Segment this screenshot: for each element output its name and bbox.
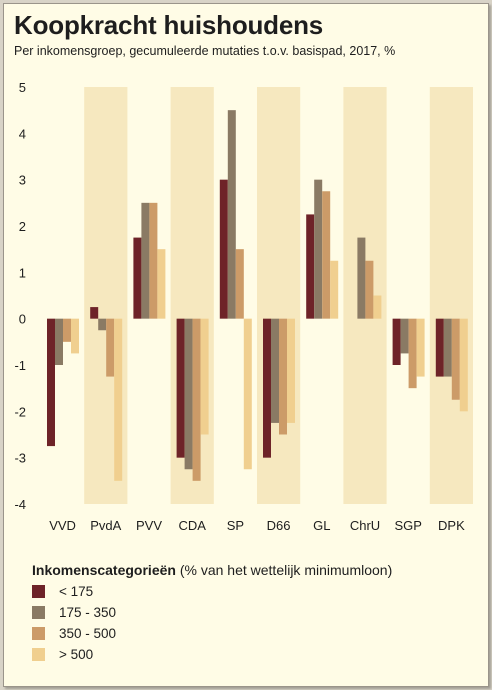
bar-dpk-1 — [435, 318, 444, 377]
x-category-label: PVV — [136, 518, 162, 533]
x-category-label: VVD — [49, 518, 76, 533]
bar-gl-1 — [306, 214, 315, 319]
bar-pvda-1 — [90, 307, 99, 319]
y-tick-label: 3 — [19, 173, 26, 188]
bar-gl-2 — [314, 179, 323, 319]
legend-item-4: > 500 — [32, 647, 93, 662]
bar-sp-2 — [227, 110, 236, 319]
bar-vvd-1 — [47, 318, 55, 447]
bar-vvd-4 — [71, 318, 79, 354]
x-category-label: CDA — [178, 518, 206, 533]
x-category-label: GL — [313, 518, 330, 533]
bar-chart: 5 4 3 2 1 0 -1 -2 -3 -4 VVD PvdA PVV CDA SP D66 GL ChrU SG… — [14, 80, 473, 533]
legend-label-2: 175 - 350 — [59, 605, 117, 620]
bar-sgp-2 — [400, 318, 409, 354]
legend-item-2: 175 - 350 — [32, 605, 116, 620]
y-tick-label: 2 — [19, 219, 26, 234]
x-category-label: D66 — [267, 518, 291, 533]
legend-label-4: > 500 — [59, 647, 94, 662]
bar-sgp-4 — [416, 318, 425, 377]
legend-title: Inkomenscategorieën (% van het wettelijk… — [32, 562, 392, 578]
category-band — [429, 87, 473, 504]
y-tick-label: -3 — [14, 451, 26, 466]
bar-gl-4 — [330, 260, 339, 319]
y-tick-label: -1 — [14, 358, 26, 373]
legend-item-1: < 175 — [32, 584, 93, 599]
bar-d66-4 — [287, 318, 295, 423]
y-tick-label: 5 — [19, 80, 26, 95]
bar-vvd-2 — [55, 318, 63, 365]
bar-d66-2 — [271, 318, 279, 423]
bar-chru-3 — [365, 260, 374, 319]
legend-swatch-2 — [32, 606, 45, 619]
bar-sgp-3 — [408, 318, 417, 389]
bar-sgp-1 — [392, 318, 401, 365]
y-tick-label: 1 — [19, 265, 26, 280]
bar-dpk-3 — [451, 318, 460, 400]
y-tick-label: -2 — [14, 404, 26, 419]
x-category-label: SGP — [394, 518, 421, 533]
legend-swatch-4 — [32, 648, 45, 661]
bar-cda-1 — [176, 318, 185, 458]
bar-cda-4 — [200, 318, 209, 435]
bar-d66-1 — [263, 318, 271, 458]
legend-label-1: < 175 — [59, 584, 94, 599]
bar-chru-2 — [357, 237, 366, 319]
x-category-label: SP — [227, 518, 244, 533]
bar-pvda-2 — [98, 318, 107, 331]
bar-sp-4 — [243, 318, 252, 470]
x-category-label: DPK — [438, 518, 465, 533]
bar-dpk-2 — [443, 318, 452, 377]
x-category-label: PvdA — [90, 518, 121, 533]
bar-pvv-1 — [133, 237, 142, 319]
y-tick-label: 0 — [19, 312, 26, 327]
legend-label-3: 350 - 500 — [59, 626, 117, 641]
bar-pvv-4 — [157, 249, 166, 319]
legend-title-bold: Inkomenscategorieën — [32, 562, 176, 578]
bar-pvv-3 — [149, 202, 158, 319]
bar-sp-1 — [219, 179, 228, 319]
bar-pvda-4 — [114, 318, 123, 481]
x-category-label: ChrU — [350, 518, 380, 533]
chart-subtitle: Per inkomensgroep, gecumuleerde mutaties… — [14, 44, 396, 58]
y-tick-label: 4 — [19, 126, 26, 141]
bar-dpk-4 — [459, 318, 468, 412]
bar-chru-4 — [373, 295, 382, 319]
chart-card: Koopkracht huishoudens Per inkomensgroep… — [3, 3, 489, 687]
chart-title: Koopkracht huishoudens — [14, 10, 324, 40]
legend-title-rest: (% van het wettelijk minimumloon) — [175, 562, 393, 578]
bar-pvv-2 — [141, 202, 150, 319]
bar-gl-3 — [322, 191, 331, 319]
bar-sp-3 — [235, 249, 244, 319]
legend-swatch-1 — [32, 585, 45, 598]
legend-item-3: 350 - 500 — [32, 626, 116, 641]
bar-d66-3 — [279, 318, 287, 435]
bar-pvda-3 — [106, 318, 115, 377]
bar-cda-3 — [192, 318, 201, 481]
bar-cda-2 — [184, 318, 193, 470]
y-tick-label: -4 — [14, 497, 26, 512]
bar-vvd-3 — [63, 318, 71, 342]
legend-swatch-3 — [32, 627, 45, 640]
